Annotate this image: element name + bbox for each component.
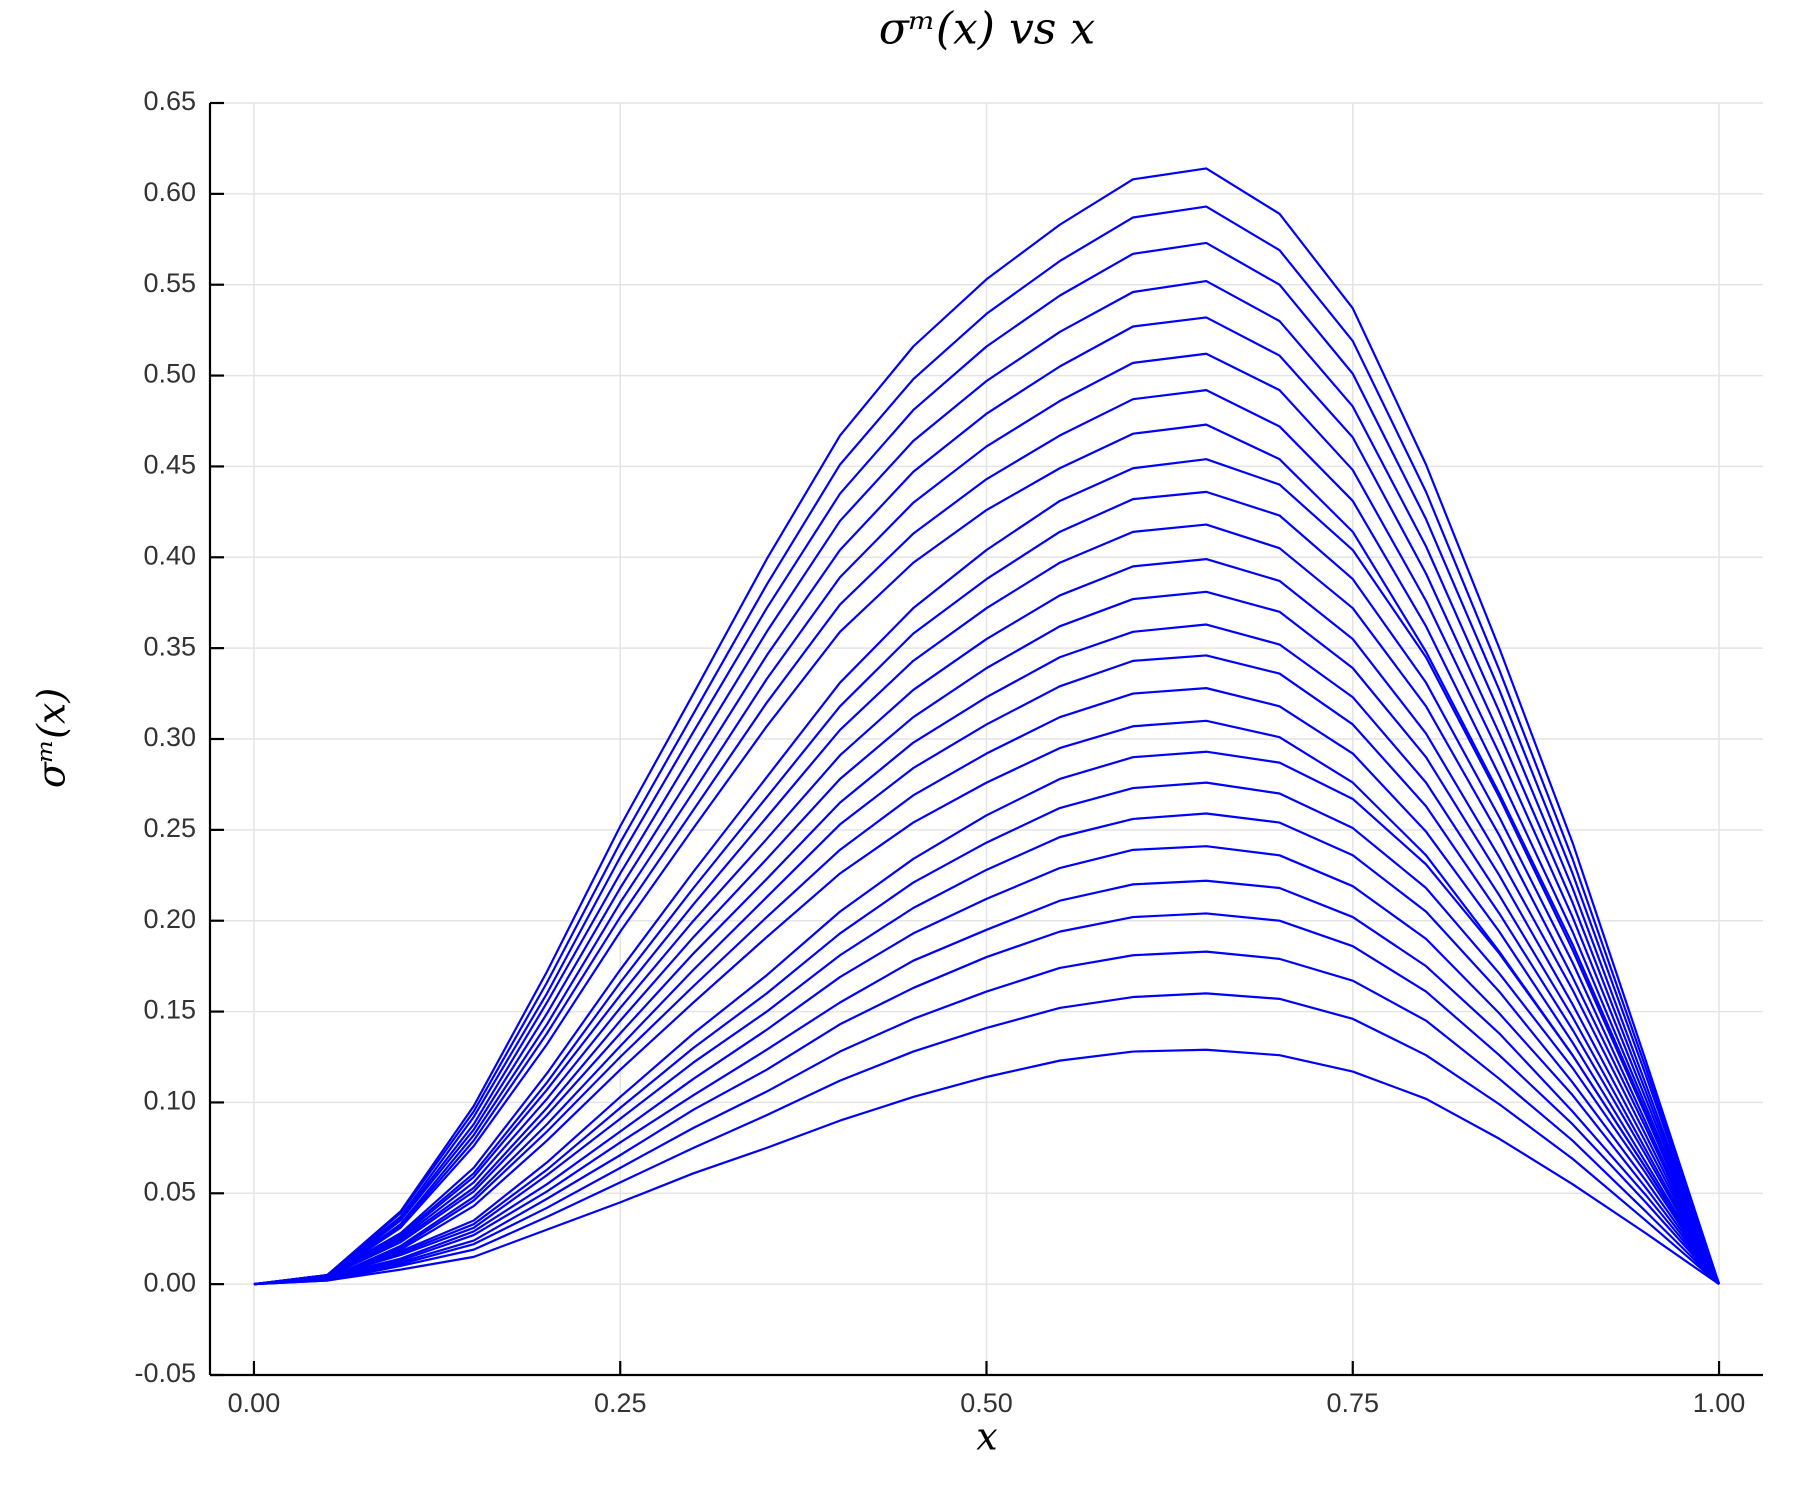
x-tick-label: 0.75 [1326, 1388, 1379, 1418]
series-line [253, 879, 1720, 1286]
series-line [253, 719, 1720, 1286]
series-line [253, 316, 1721, 1286]
y-tick-label: 0.35 [143, 631, 196, 661]
series-line [253, 750, 1720, 1286]
y-tick-label: 0.40 [143, 540, 196, 570]
y-axis-label: σᵐ(x) [30, 688, 74, 788]
y-tick-label: 0.05 [143, 1176, 196, 1206]
y-tick-label: 0.25 [143, 813, 196, 843]
series-line [253, 992, 1720, 1286]
series-line [253, 352, 1721, 1286]
y-tick-label: 0.15 [143, 995, 196, 1025]
x-tick-label: 1.00 [1693, 1388, 1746, 1418]
series-line [253, 558, 1721, 1286]
series-line [253, 490, 1721, 1286]
series-line [253, 654, 1721, 1286]
y-tick-label: 0.20 [143, 904, 196, 934]
series-line [253, 812, 1720, 1286]
y-tick-label: 0.10 [143, 1086, 196, 1116]
series-line [253, 912, 1720, 1286]
series-line [253, 389, 1721, 1286]
series-line [253, 458, 1721, 1286]
series-line [253, 687, 1720, 1286]
series-line [253, 590, 1721, 1286]
chart-title: σᵐ(x) vs x [879, 4, 1096, 55]
y-tick-label: 0.00 [143, 1267, 196, 1297]
series-line [253, 950, 1720, 1286]
x-tick-label: 0.50 [960, 1388, 1013, 1418]
x-tick-label: 0.00 [228, 1388, 281, 1418]
series-line [253, 241, 1721, 1286]
y-tick-label: 0.45 [143, 450, 196, 480]
x-tick-label: 0.25 [594, 1388, 647, 1418]
y-tick-label: 0.30 [143, 722, 196, 752]
y-tick-label: 0.60 [143, 177, 196, 207]
series-line [253, 1048, 1720, 1286]
series-line [253, 423, 1721, 1286]
y-tick-label: 0.65 [143, 86, 196, 116]
y-tick-label: -0.05 [134, 1358, 196, 1388]
y-tick-label: 0.50 [143, 359, 196, 389]
x-axis-label: x [976, 1415, 997, 1459]
series-line [253, 205, 1721, 1286]
series-line [253, 781, 1720, 1286]
series-line [253, 523, 1721, 1286]
series-line [253, 845, 1720, 1286]
y-tick-label: 0.55 [143, 268, 196, 298]
series-line [253, 623, 1721, 1286]
series-line [253, 279, 1721, 1286]
series-line [253, 167, 1721, 1286]
